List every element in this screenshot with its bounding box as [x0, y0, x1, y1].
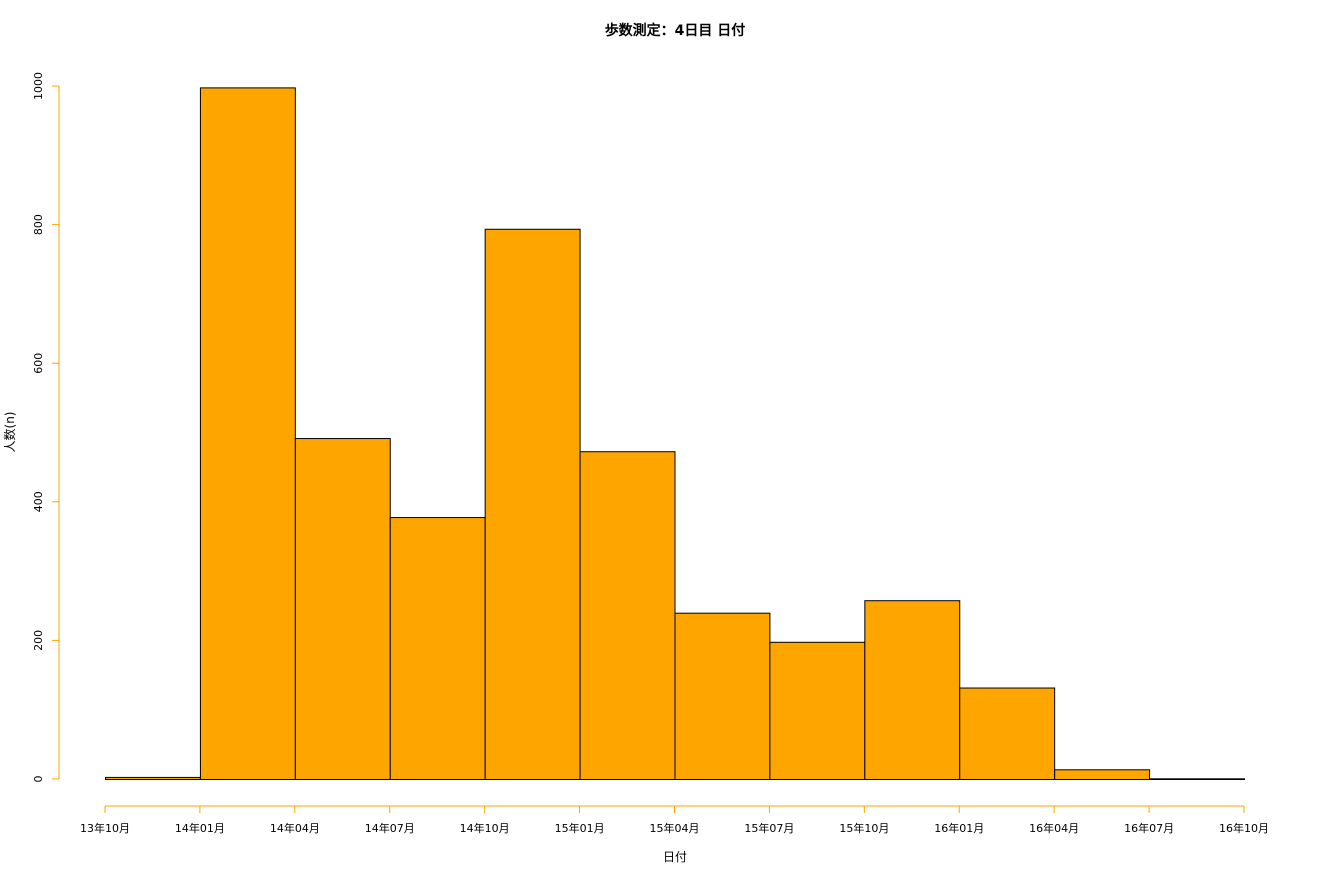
histogram-bar — [294, 438, 391, 780]
histogram-bar — [1149, 778, 1246, 781]
y-axis-label: 人数(n) — [2, 412, 17, 453]
histogram-bar — [484, 228, 581, 780]
x-tick-label: 16年01月 — [934, 821, 984, 835]
x-axis-label: 日付 — [663, 850, 687, 864]
histogram-bar — [769, 641, 866, 781]
x-tick-label: 15年04月 — [650, 821, 700, 835]
histogram-bar — [864, 600, 961, 780]
x-tick-label: 14年10月 — [460, 821, 510, 835]
x-tick-label: 14年07月 — [365, 821, 415, 835]
bars-group — [105, 87, 1246, 781]
histogram-bar — [389, 517, 486, 781]
histogram-bar — [199, 87, 296, 781]
y-tick-label: 0 — [32, 776, 45, 783]
x-tick-label: 15年10月 — [839, 821, 889, 835]
x-tick-label: 16年07月 — [1124, 821, 1174, 835]
histogram-bar — [674, 612, 771, 780]
x-tick-label: 15年07月 — [744, 821, 794, 835]
x-tick-label: 16年10月 — [1219, 821, 1269, 835]
y-tick-label: 1000 — [32, 72, 45, 100]
histogram-bar — [579, 451, 676, 780]
x-tick-label: 16年04月 — [1029, 821, 1079, 835]
x-tick-label: 13年10月 — [80, 821, 130, 835]
chart-title: 歩数測定：4日目 日付 — [605, 22, 746, 39]
histogram-bar — [959, 687, 1056, 780]
histogram-bar — [1054, 769, 1151, 780]
y-axis: 0 200 400 600 800 1000 — [32, 72, 60, 783]
x-tick-label: 14年04月 — [270, 821, 320, 835]
y-tick-label: 600 — [32, 353, 45, 374]
x-tick-label: 15年01月 — [555, 821, 605, 835]
y-tick-label: 400 — [32, 491, 45, 512]
x-tick-label: 14年01月 — [175, 821, 225, 835]
y-tick-label: 800 — [32, 214, 45, 235]
y-tick-label: 200 — [32, 630, 45, 651]
x-axis: 13年10月 14年01月 14年04月 14年07月 14年10月 15年01月 15年0… — [80, 805, 1269, 835]
histogram-bar — [105, 776, 201, 781]
